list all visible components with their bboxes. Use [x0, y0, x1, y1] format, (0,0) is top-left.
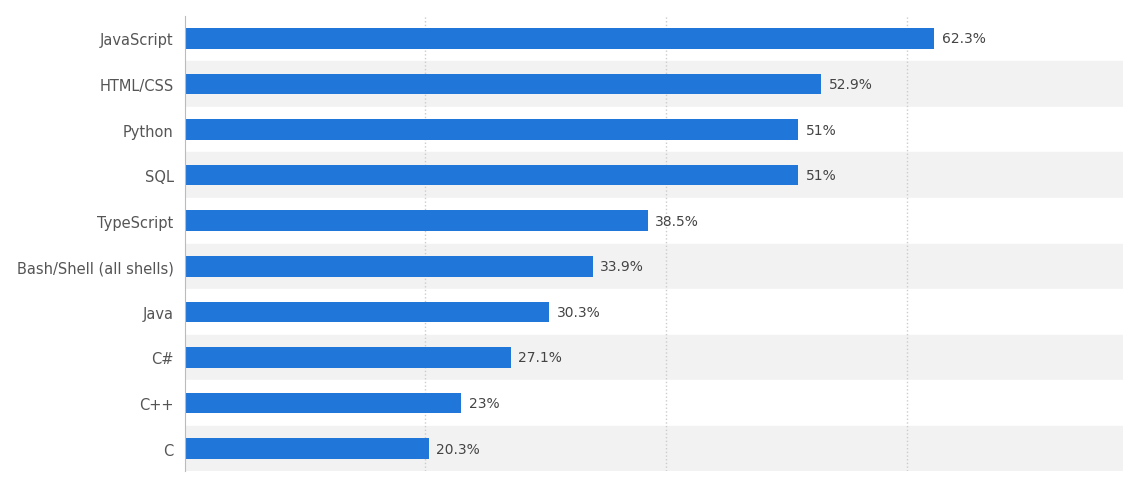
Text: 62.3%: 62.3% [942, 32, 985, 46]
Bar [185, 302, 549, 323]
Bar [185, 289, 1123, 335]
Bar [185, 257, 593, 277]
Bar [185, 75, 821, 95]
Bar [185, 438, 429, 459]
Bar [185, 335, 1123, 381]
Bar [185, 381, 1123, 426]
Bar [185, 153, 1123, 199]
Text: 27.1%: 27.1% [518, 351, 562, 365]
Bar [185, 347, 511, 368]
Bar [185, 244, 1123, 289]
Bar [185, 107, 1123, 153]
Text: 51%: 51% [806, 169, 837, 183]
Text: 38.5%: 38.5% [656, 214, 699, 228]
Bar [185, 29, 935, 50]
Bar [185, 211, 648, 231]
Text: 51%: 51% [806, 123, 837, 137]
Text: 33.9%: 33.9% [600, 260, 644, 274]
Bar [185, 199, 1123, 244]
Bar [185, 62, 1123, 107]
Bar [185, 393, 462, 413]
Bar [185, 120, 798, 141]
Text: 52.9%: 52.9% [829, 78, 872, 92]
Bar [185, 165, 798, 186]
Text: 30.3%: 30.3% [556, 305, 601, 319]
Text: 20.3%: 20.3% [437, 442, 480, 456]
Text: 23%: 23% [469, 396, 499, 410]
Bar [185, 17, 1123, 62]
Bar [185, 426, 1123, 471]
